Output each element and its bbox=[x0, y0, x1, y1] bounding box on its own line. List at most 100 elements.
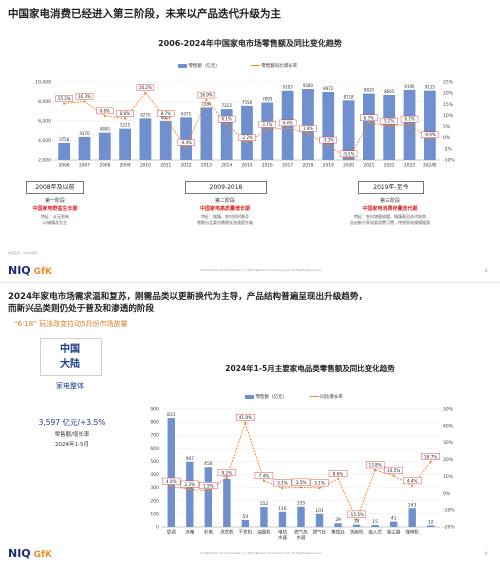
chart-2-bar bbox=[167, 418, 175, 527]
chart-2-growth-label: 1.5% bbox=[203, 483, 214, 488]
slide-2-headline: 2024年家电市场需求温和复苏，刚需品类以更新换代为主导，产品结构普遍呈现出升级… bbox=[8, 291, 367, 315]
chart-2-right-tick: 50% bbox=[443, 407, 454, 413]
chart-1-bar-label: 8665 bbox=[384, 89, 395, 94]
chart-2-bar-label: 143 bbox=[408, 502, 417, 508]
chart-2: 900 800 700 600 500 400 300 200 100 0 50% 40% 30% 20%… bbox=[150, 407, 455, 542]
chart-2-growth-label-box bbox=[162, 477, 181, 485]
chart-2-right-tick: 0% bbox=[443, 491, 451, 497]
chart-1-growth-label: 4.4% bbox=[283, 120, 293, 125]
chart-1-left-tick: 8,000 bbox=[38, 99, 51, 105]
chart-2-category-label: 洗碗机 bbox=[350, 529, 364, 536]
chart-1-bar-label: 4370 bbox=[79, 131, 90, 136]
chart-1-growth-point bbox=[103, 114, 106, 117]
chart-1-growth-label: -4.4% bbox=[180, 140, 192, 145]
chart-2-bar bbox=[334, 523, 342, 527]
chart-1-category-label: 2021 bbox=[363, 162, 374, 168]
chart-1-category-label: 2019 bbox=[323, 162, 334, 168]
chart-1-growth-label-box bbox=[319, 136, 337, 144]
chart-2-growth-label: 18.7% bbox=[424, 454, 437, 459]
chart-2-left-tick: 600 bbox=[150, 446, 159, 452]
chart-2-growth-point bbox=[281, 486, 284, 490]
chart-1-growth-label-box bbox=[177, 139, 195, 146]
chart-2-left-tick: 500 bbox=[150, 459, 159, 465]
chart-2-growth-point bbox=[207, 489, 210, 492]
chart-1-growth-label-box bbox=[421, 131, 439, 138]
chart-2-growth-point bbox=[429, 460, 432, 463]
chart-2-bar-label: 155 bbox=[297, 501, 306, 507]
phase-2-desc-2: 各期分品类内需增长快速提升级 bbox=[197, 220, 253, 225]
chart-2-bar bbox=[389, 521, 398, 527]
chart-1-right-tick: 0% bbox=[443, 135, 451, 141]
chart-2-growth-label: 3.1% bbox=[314, 481, 325, 486]
chart-1-growth-point bbox=[205, 98, 208, 102]
legend-bar-label-2: 零售额（亿元） bbox=[255, 395, 287, 400]
chart-1-growth-label: 16.3% bbox=[78, 94, 91, 99]
chart-1-growth-label: 8.6% bbox=[120, 111, 130, 116]
chart-2-growth-label: 3.5% bbox=[296, 480, 307, 485]
chart-1-category-label: 2006 bbox=[59, 162, 70, 168]
chart-2-bar bbox=[278, 511, 287, 527]
chart-1-growth-label-box bbox=[299, 125, 317, 132]
chart-1: 10,000 8,000 6,000 4,000 2,000 25% 20% 15% 10% 5%… bbox=[35, 80, 455, 169]
phase-2-title: 中国家电高质量增长期 bbox=[199, 206, 250, 212]
phase-1-title: 中国家电野蛮生长期 bbox=[32, 206, 78, 212]
chart-1-bar bbox=[363, 93, 375, 160]
chart-1-growth-point bbox=[63, 102, 66, 105]
chart-2-growth-label: 4.0% bbox=[166, 479, 177, 484]
chart-1-growth-label: 8.7% bbox=[161, 111, 171, 116]
niq-logo: NIQ bbox=[8, 264, 31, 277]
chart-1-category-label: 2015 bbox=[242, 162, 253, 168]
chart-1-growth-label: 16.9% bbox=[200, 93, 213, 98]
slide-2-logo: NIQ GfK bbox=[8, 547, 52, 560]
chart-1-growth-point bbox=[266, 128, 269, 131]
chart-2-growth-label: 7.4% bbox=[259, 473, 270, 478]
chart-2-legend: 零售额（亿元） 同比增长率 bbox=[245, 394, 343, 400]
chart-1-growth-point bbox=[428, 138, 431, 141]
chart-1-legend: 零售额（亿元） 零售额同比增长率 bbox=[178, 63, 297, 69]
chart-2-bar-label: 54 bbox=[243, 514, 249, 520]
chart-2-category-label: 彩电 bbox=[204, 529, 213, 536]
chart-2-bar bbox=[223, 478, 231, 527]
chart-1-bar-label: 9103 bbox=[283, 85, 294, 90]
legend-line-swatch-2 bbox=[309, 396, 319, 397]
phase-3-title: 中国家电消费存量迭代期 bbox=[362, 206, 418, 212]
region-value-label: 零售额/增长率 bbox=[54, 432, 90, 438]
chart-2-bar bbox=[260, 507, 268, 527]
chart-1-growth-point bbox=[306, 132, 310, 135]
chart-1-category-label: 2024E bbox=[423, 162, 437, 168]
chart-1-growth-label: 6.1% bbox=[404, 117, 414, 122]
chart-1-growth-label-box bbox=[96, 107, 114, 115]
chart-1-growth-label-box bbox=[238, 134, 256, 141]
phase-2-label: 第二阶段 bbox=[214, 198, 235, 204]
chart-1-bar bbox=[180, 117, 192, 160]
chart-1-bar bbox=[342, 100, 355, 160]
chart-1-right-tick: 25% bbox=[443, 80, 454, 86]
chart-1-bar-label: 8972 bbox=[323, 86, 334, 91]
chart-1-bar-label: 9196 bbox=[404, 84, 415, 89]
chart-2-category-label: 咖啡机 bbox=[405, 529, 419, 536]
chart-1-bar bbox=[119, 128, 131, 160]
chart-1-growth-point bbox=[144, 91, 147, 94]
chart-1-growth-label-box bbox=[197, 91, 216, 99]
gfk-logo-2: GfK bbox=[33, 550, 52, 560]
chart-1-growth-label-box bbox=[157, 110, 175, 117]
chart-1-bar-label: 7895 bbox=[262, 97, 273, 102]
chart-1-growth-label: 9.8% bbox=[100, 108, 110, 113]
chart-1-bar bbox=[220, 109, 233, 160]
chart-2-bar-label: 15 bbox=[372, 519, 378, 525]
gfk-logo: GfK bbox=[33, 267, 52, 277]
chart-1-category-label: 2009 bbox=[120, 162, 131, 168]
chart-1-growth-label: 1.9% bbox=[303, 126, 313, 131]
chart-2-growth-point bbox=[244, 421, 247, 424]
chart-2-bar-label: 831 bbox=[167, 412, 176, 418]
chart-1-bar-label: 8118 bbox=[343, 94, 354, 99]
legend-line-swatch bbox=[250, 65, 260, 66]
slide-1-source: 数据来源：GfK中怡康 bbox=[8, 251, 38, 255]
chart-2-bar-label: 152 bbox=[260, 501, 269, 507]
chart-1-right-tick: 20% bbox=[443, 91, 454, 97]
slide-2-headline-1: 2024年家电市场需求温和复苏，刚需品类以更新换代为主导，产品结构普遍呈现出升级… bbox=[8, 292, 368, 302]
chart-1-growth-label-box bbox=[55, 95, 73, 102]
phase-1-label: 第一阶段 bbox=[44, 198, 65, 204]
region-value: 3,597 亿元/+3.5% bbox=[38, 418, 106, 427]
chart-1-bar-label: 7223 bbox=[222, 103, 233, 108]
